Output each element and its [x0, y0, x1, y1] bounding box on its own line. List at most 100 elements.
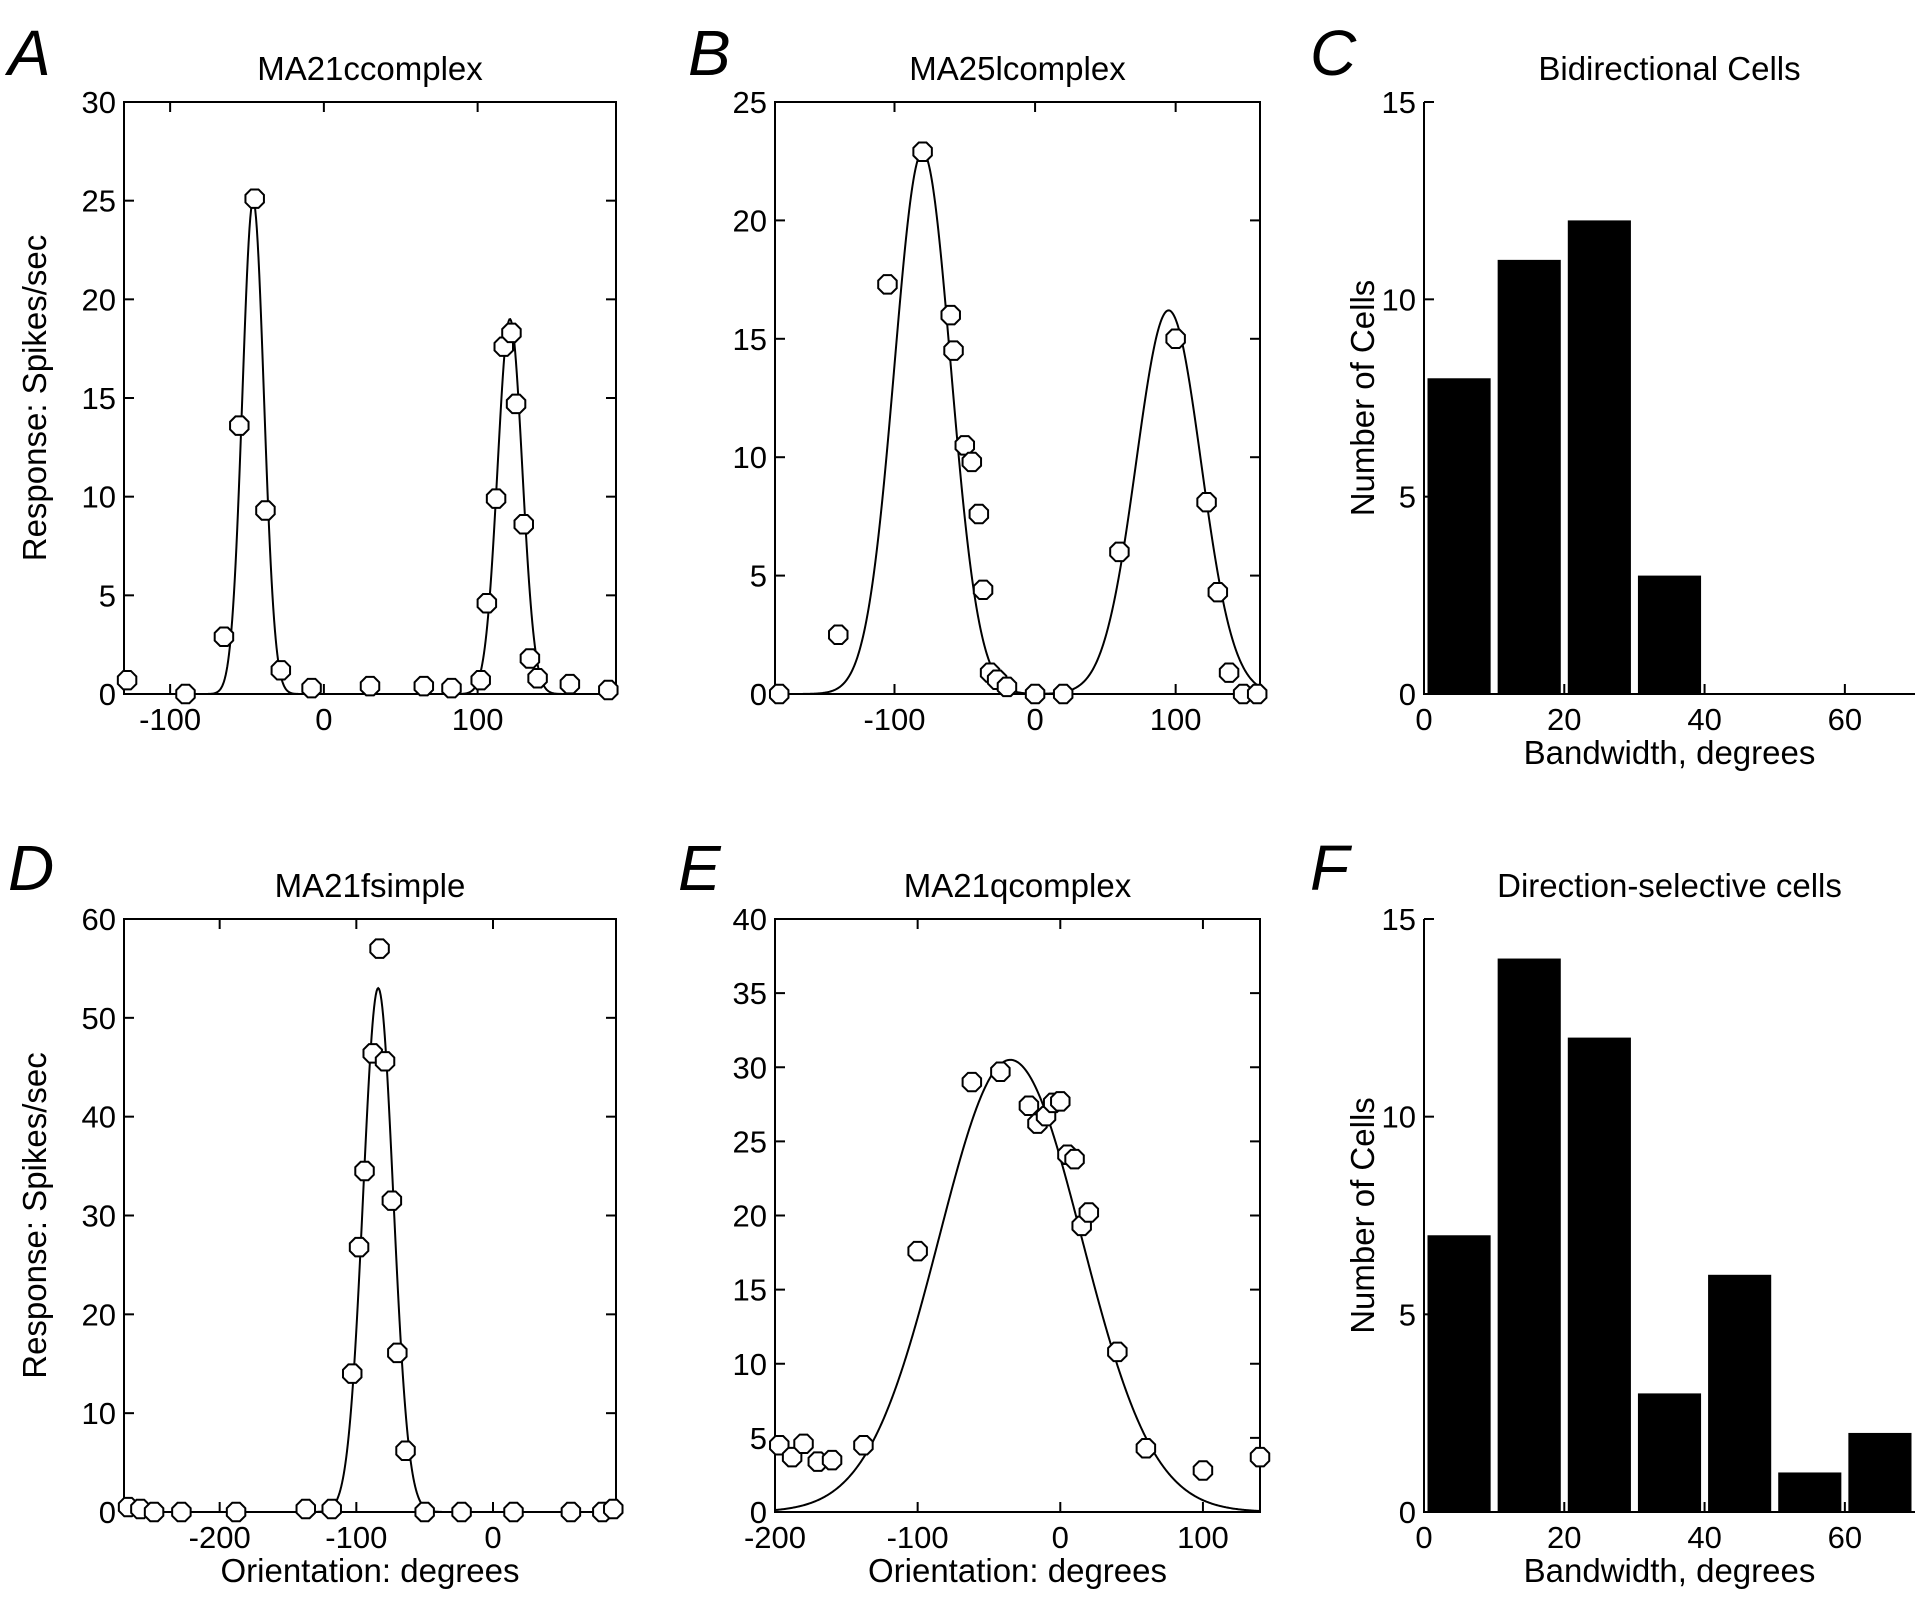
data-point [175, 683, 196, 705]
data-point [527, 667, 548, 689]
x-tick-label: 40 [1687, 1520, 1721, 1555]
x-tick-label: -200 [744, 1520, 806, 1555]
y-tick-label: 5 [1399, 480, 1416, 515]
data-point [1109, 541, 1130, 563]
data-point [828, 624, 849, 646]
panel-letter: F [1310, 832, 1353, 904]
y-tick-label: 25 [733, 1124, 767, 1159]
data-point [968, 503, 990, 525]
data-point [387, 1342, 408, 1364]
panel-b: B MA25lcomplex 0 5 10 15 20 25 -100 0 100 [688, 17, 1268, 737]
x-tick-label: 60 [1828, 1520, 1862, 1555]
axes-frame [774, 101, 1261, 695]
y-tick-label: 0 [1399, 1495, 1416, 1530]
panel-e: E MA21qcomplex 0 5 10 15 20 25 30 35 40 -200 -100 0 10… [678, 832, 1271, 1589]
y-tick-label: 5 [750, 1421, 767, 1456]
data-point [560, 1501, 582, 1523]
y-tick-label: 0 [1399, 677, 1416, 712]
x-tick-label: 0 [1415, 702, 1432, 737]
histogram-bar [1708, 1274, 1772, 1512]
y-tick-label: 15 [1382, 902, 1416, 937]
data-point [116, 669, 138, 691]
chart-title: MA25lcomplex [909, 50, 1126, 87]
y-tick-label: 20 [82, 1297, 116, 1332]
x-tick-label: -100 [139, 702, 201, 737]
y-tick-label: 10 [733, 1347, 767, 1382]
panel-letter: D [8, 832, 54, 904]
y-tick-label: 40 [82, 1100, 116, 1135]
y-tick-label: 60 [82, 902, 116, 937]
y-tick-label: 5 [99, 578, 116, 613]
x-tick-label: 40 [1687, 702, 1721, 737]
panel-c: C Bidirectional Cells 0 5 10 15 0 20 40 60 Bandwid… [1310, 17, 1915, 771]
data-point [1018, 1095, 1040, 1117]
data-point [369, 938, 390, 959]
x-tick-label: -100 [887, 1520, 949, 1555]
y-tick-label: 15 [733, 1273, 767, 1308]
y-tick-label: 15 [733, 322, 767, 357]
histogram-bar [1427, 378, 1491, 694]
data-point [961, 1071, 983, 1093]
data-point [143, 1501, 165, 1523]
fit-curve [124, 986, 616, 1513]
fit-curve [774, 1058, 1261, 1513]
x-tick-label: 0 [1415, 1520, 1432, 1555]
x-tick-label: 0 [315, 702, 332, 737]
data-point [821, 1449, 843, 1471]
data-point [505, 393, 527, 415]
data-point [972, 579, 994, 601]
panel-letter: C [1310, 17, 1357, 89]
x-tick-label: -100 [863, 702, 925, 737]
fit-curve [124, 200, 616, 695]
data-point [559, 673, 581, 695]
data-point [940, 304, 961, 326]
y-tick-label: 10 [82, 480, 116, 515]
data-point [244, 188, 265, 209]
data-point [354, 1160, 375, 1182]
data-point [961, 451, 983, 473]
chart-title: MA21fsimple [275, 867, 466, 904]
data-point [943, 340, 964, 361]
data-point [513, 514, 534, 535]
panel-letter: A [4, 17, 51, 89]
data-point [1207, 581, 1229, 603]
fit-curve [775, 150, 1261, 695]
y-axis-label: Response: Spikes/sec [16, 235, 53, 562]
y-tick-label: 30 [733, 1050, 767, 1085]
y-axis-label: Number of Cells [1344, 280, 1381, 517]
panel-letter: B [688, 17, 731, 89]
axes-frame [123, 918, 617, 1513]
y-tick-label: 15 [82, 381, 116, 416]
y-tick-label: 25 [733, 85, 767, 120]
histogram-bar [1637, 1393, 1702, 1512]
data-point [270, 660, 292, 681]
data-point [1050, 1091, 1071, 1112]
x-tick-label: 0 [1052, 1520, 1069, 1555]
x-tick-label: -100 [325, 1520, 387, 1555]
data-point [374, 1051, 396, 1072]
data-point [395, 1440, 416, 1461]
data-point [413, 675, 435, 697]
data-point [503, 1501, 524, 1523]
y-tick-label: 40 [733, 902, 767, 937]
data-point [1249, 1446, 1271, 1468]
data-point [1246, 683, 1268, 705]
y-tick-label: 50 [82, 1001, 116, 1036]
data-point [1196, 491, 1217, 513]
data-point [990, 1061, 1011, 1082]
x-tick-label: 100 [452, 702, 504, 737]
data-point [1024, 683, 1046, 705]
data-point [1192, 1460, 1214, 1481]
data-point [225, 1501, 247, 1523]
data-point [1052, 683, 1074, 705]
y-tick-label: 0 [99, 1495, 116, 1530]
x-tick-label: 100 [1177, 1520, 1229, 1555]
data-point [348, 1236, 370, 1258]
data-point [793, 1433, 814, 1455]
data-point [213, 626, 235, 648]
data-point [301, 677, 322, 699]
y-axis-label: Number of Cells [1344, 1097, 1381, 1334]
x-tick-label: 0 [1026, 702, 1043, 737]
